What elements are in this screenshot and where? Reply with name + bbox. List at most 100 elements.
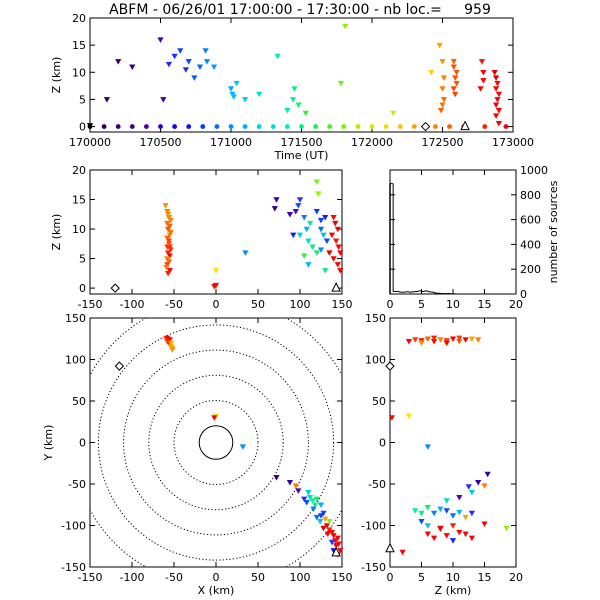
- data-point: [210, 64, 218, 71]
- data-point: [405, 338, 413, 345]
- data-point: [481, 483, 488, 489]
- data-point: [320, 525, 327, 532]
- data-point: [273, 475, 280, 481]
- data-point: [333, 238, 340, 245]
- data-point: [424, 444, 431, 450]
- data-point: [313, 209, 320, 215]
- data-point: [480, 78, 487, 84]
- y-tick-label: 50: [72, 395, 86, 408]
- data-point: [462, 531, 469, 538]
- y-tick-label: 50: [372, 395, 386, 408]
- data-point: [495, 91, 503, 98]
- data-point: [305, 262, 312, 268]
- baseline-point: [355, 124, 361, 129]
- data-point: [164, 209, 171, 215]
- data-point: [317, 502, 325, 508]
- x-tick-label: 50: [251, 571, 265, 584]
- y-tick-label: 20: [72, 12, 86, 25]
- x-tick-label: -50: [165, 571, 183, 584]
- data-point: [424, 504, 431, 511]
- baseline-point: [200, 124, 206, 129]
- data-point: [440, 97, 448, 103]
- data-point: [437, 107, 445, 114]
- range-ring: [97, 324, 335, 561]
- y-tick-label: 15: [72, 194, 86, 207]
- data-point: [305, 238, 312, 245]
- data-point: [399, 549, 406, 556]
- data-point: [452, 75, 459, 81]
- data-point: [468, 490, 476, 496]
- data-point: [440, 75, 448, 81]
- data-point: [313, 179, 320, 186]
- data-point: [165, 238, 173, 245]
- x-tick-label: -150: [78, 298, 103, 311]
- data-point: [303, 499, 310, 506]
- data-point: [492, 75, 500, 81]
- baseline-point: [313, 124, 318, 129]
- y-tick-label: 0: [79, 121, 86, 134]
- x-tick-label: 150: [332, 571, 353, 584]
- baseline-point: [341, 124, 347, 129]
- y-axis-label: Z (km): [50, 214, 63, 251]
- y-tick-label: 0: [520, 288, 527, 301]
- data-point: [166, 337, 173, 343]
- data-point: [430, 335, 438, 342]
- station-diamond-marker: [114, 361, 125, 371]
- y-tick-label: -100: [361, 520, 386, 533]
- x-tick-label: 5: [418, 298, 425, 311]
- data-point: [480, 69, 487, 76]
- data-point: [165, 226, 172, 233]
- data-point: [424, 336, 431, 342]
- data-point: [334, 226, 341, 233]
- data-point: [484, 471, 491, 478]
- baseline-point: [447, 124, 452, 129]
- y-tick-label: -150: [361, 561, 386, 574]
- x-tick-label: 5: [418, 571, 425, 584]
- data-point: [177, 48, 184, 54]
- data-point: [166, 268, 173, 274]
- y-tick-label: 150: [65, 312, 86, 325]
- x-tick-label: 172500: [422, 136, 464, 149]
- data-point: [491, 69, 498, 76]
- data-point: [168, 340, 175, 347]
- data-point: [477, 86, 484, 92]
- y-tick-label: 5: [79, 253, 86, 266]
- x-tick-label: 10: [446, 571, 460, 584]
- data-point: [313, 514, 320, 521]
- data-point: [317, 513, 325, 519]
- y-tick-label: 0: [79, 282, 86, 295]
- y-tick-label: 400: [520, 238, 541, 251]
- x-axis-label: Time (UT): [274, 149, 329, 162]
- data-point: [212, 282, 220, 289]
- data-point: [239, 444, 246, 450]
- data-point: [328, 539, 336, 546]
- data-point: [449, 538, 457, 544]
- data-point: [453, 80, 460, 87]
- baseline-point: [433, 124, 438, 129]
- baseline-point: [383, 124, 389, 129]
- y-tick-label: -50: [368, 478, 386, 491]
- data-point: [182, 67, 189, 73]
- data-point: [322, 268, 329, 274]
- data-point: [428, 69, 435, 76]
- data-point: [129, 64, 136, 71]
- data-point: [211, 415, 218, 421]
- data-point: [286, 480, 294, 486]
- data-point: [418, 510, 425, 517]
- y-tick-label: -150: [61, 561, 86, 574]
- baseline-point: [327, 124, 333, 129]
- baseline-point: [228, 124, 234, 129]
- data-point: [271, 206, 278, 212]
- data-point: [494, 80, 501, 87]
- time-height-panel: 170000 170500 171000 171500 172000 172500 1730…: [50, 12, 534, 162]
- data-point: [163, 265, 170, 271]
- baseline-point: [158, 124, 163, 129]
- x-tick-label: 171500: [281, 136, 323, 149]
- data-point: [203, 59, 211, 65]
- data-point: [450, 64, 457, 71]
- data-point: [450, 59, 457, 65]
- data-point: [456, 494, 463, 501]
- x-tick-label: 10: [446, 298, 460, 311]
- data-point: [103, 97, 111, 103]
